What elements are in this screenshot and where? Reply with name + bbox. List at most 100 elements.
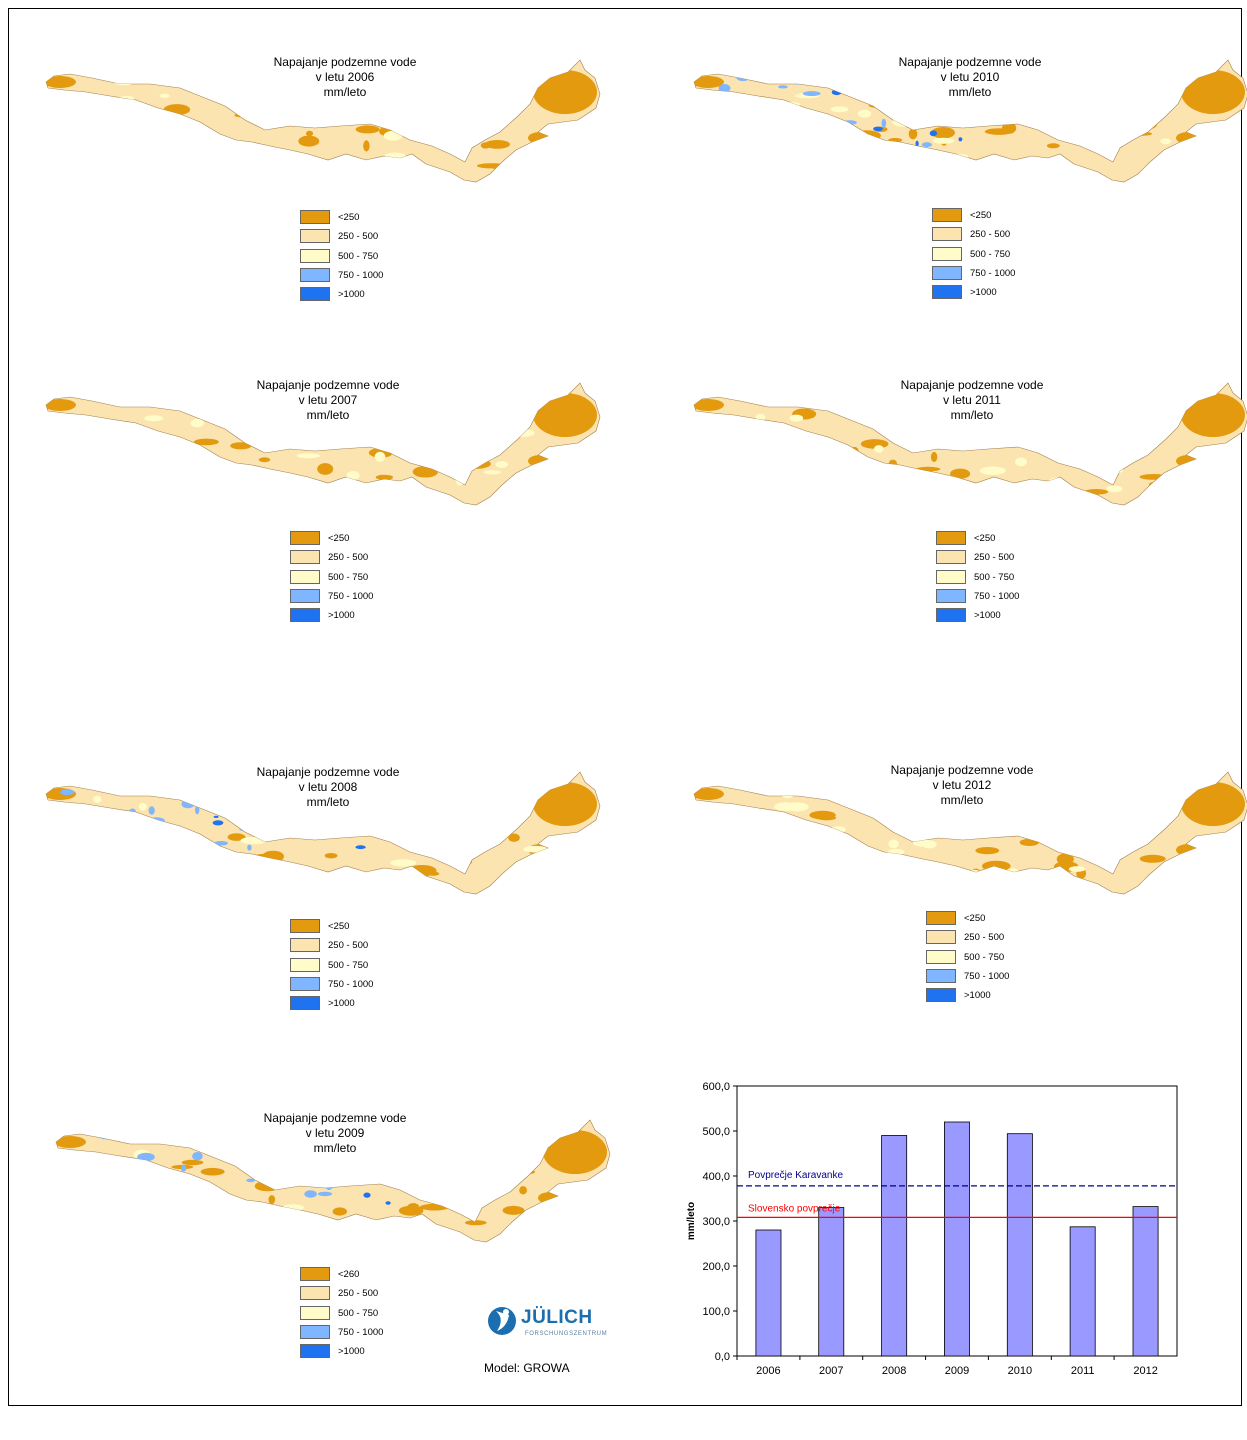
zone-lt250 [142, 463, 166, 474]
x-tick-label: 2008 [882, 1365, 906, 1377]
zone-lt250 [747, 151, 774, 160]
map-title-line2: v letu 2012 [932, 778, 992, 792]
zone-lt250 [402, 156, 413, 162]
zone-gt1000 [157, 1172, 165, 1175]
zone-lt250 [281, 874, 292, 883]
zone-500-750 [502, 77, 522, 88]
zone-lt250 [268, 1195, 276, 1205]
legend-label: <250 [970, 210, 992, 221]
zone-750-1000 [128, 808, 137, 816]
bar-2010 [1006, 1133, 1033, 1357]
zone-gt1000 [929, 130, 938, 137]
map-title-line3: mm/leto [306, 795, 350, 809]
legend-swatch [300, 1267, 330, 1281]
zone-750-1000 [192, 1152, 203, 1161]
zone-gt1000 [958, 137, 963, 142]
map-title-line1: Napajanje podzemne vode [263, 1111, 407, 1125]
zone-500-750 [192, 1217, 206, 1224]
zone-500-750 [1170, 489, 1185, 494]
zone-750-1000 [297, 810, 316, 819]
zone-500-750 [366, 813, 382, 819]
label-slovensko-povprecje: Slovensko povprečje [748, 1203, 841, 1214]
zone-lt250 [1019, 838, 1039, 846]
zone-lt250 [460, 450, 487, 460]
zone-500-750 [862, 145, 874, 152]
zone-500-750 [1101, 466, 1124, 474]
zone-lt250 [183, 160, 199, 170]
zone-lt250 [538, 1192, 562, 1204]
zone-lt250 [196, 1203, 219, 1210]
legend-label: 250 - 500 [974, 552, 1015, 564]
zone-lt250 [1181, 70, 1245, 114]
zone-500-750 [882, 807, 897, 815]
zone-gt1000 [357, 1160, 368, 1166]
region-outline [693, 382, 1247, 506]
zone-750-1000 [113, 1172, 124, 1180]
zone-500-750 [771, 827, 793, 833]
zone-500-750 [953, 153, 969, 161]
logo-subtitle: FORSCHUNGSZENTRUM [525, 1331, 608, 1337]
zone-lt250 [908, 128, 918, 140]
legend-label: <250 [338, 212, 360, 223]
legend-label: 500 - 750 [964, 951, 1005, 963]
legend-label: <250 [974, 533, 996, 544]
zone-500-750 [190, 418, 205, 428]
map-title-line2: v letu 2008 [298, 780, 358, 794]
zone-lt250 [852, 130, 881, 141]
zone-lt250 [189, 835, 199, 841]
zone-lt250 [1139, 474, 1168, 480]
zone-lt250 [915, 466, 941, 472]
zone-lt250 [494, 798, 510, 807]
zone-500-750 [114, 79, 133, 86]
map-panel-2012: Napajanje podzemne vode v letu 2012 mm/l… [688, 762, 1247, 1092]
y-tick-label: 100,0 [702, 1306, 730, 1318]
zone-500-750 [242, 423, 254, 431]
zone-500-750 [887, 848, 905, 856]
legend-label: 500 - 750 [338, 1307, 379, 1319]
zone-500-750 [242, 1154, 256, 1165]
zone-500-750 [512, 428, 535, 437]
zone-lt250 [223, 151, 245, 163]
legend-label: 250 - 500 [328, 552, 369, 564]
zone-500-750 [838, 154, 853, 159]
zone-gt1000 [252, 1206, 264, 1213]
model-label: Model: GROWA [484, 1361, 570, 1375]
zone-750-1000 [115, 813, 121, 818]
zone-500-750 [390, 859, 417, 867]
zone-750-1000 [821, 127, 840, 133]
zone-lt250 [743, 140, 771, 150]
legend-label: 750 - 1000 [328, 978, 374, 990]
zone-750-1000 [204, 791, 211, 797]
zone-lt250 [320, 433, 341, 438]
recharge-map-2007 [45, 382, 601, 506]
zone-500-750 [363, 436, 379, 445]
zone-lt250 [775, 125, 791, 138]
legend-swatch [300, 1344, 330, 1359]
zone-lt250 [46, 399, 76, 411]
zone-750-1000 [802, 91, 821, 97]
zone-750-1000 [107, 1185, 119, 1189]
zone-lt250 [142, 469, 168, 477]
x-tick-label: 2007 [819, 1365, 843, 1377]
zone-lt250 [930, 451, 938, 463]
zone-lt250 [1009, 824, 1039, 833]
legend-label: <250 [328, 921, 350, 932]
zone-lt250 [888, 138, 903, 143]
zone-lt250 [528, 455, 552, 467]
zone-500-750 [144, 415, 164, 422]
zone-750-1000 [790, 78, 806, 85]
map-panel-2007: Napajanje podzemne vode v letu 2007 mm/l… [40, 373, 640, 703]
zone-lt250 [317, 463, 334, 475]
zone-gt1000 [258, 834, 263, 839]
zone-500-750 [810, 156, 836, 164]
zone-lt250 [257, 860, 280, 866]
zone-lt250 [194, 858, 204, 865]
zone-lt250 [459, 99, 482, 109]
zone-750-1000 [106, 1155, 119, 1163]
zone-gt1000 [363, 1192, 371, 1198]
zone-500-750 [1101, 850, 1121, 860]
zone-500-750 [383, 130, 403, 141]
zone-750-1000 [921, 142, 932, 148]
map-title-line2: v letu 2009 [305, 1126, 365, 1140]
zone-gt1000 [891, 142, 902, 148]
